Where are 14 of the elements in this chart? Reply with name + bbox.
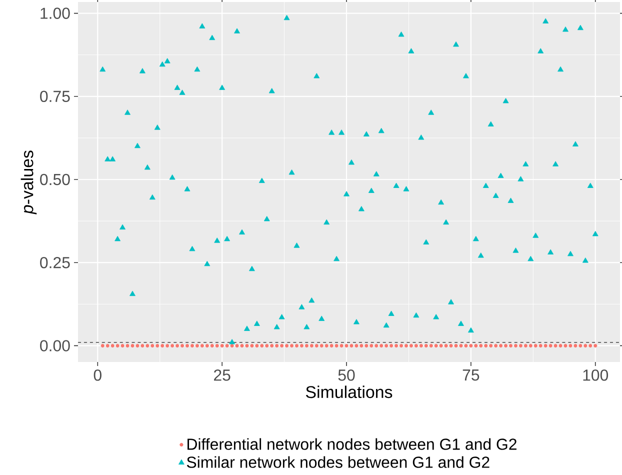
- legend-label: Similar network nodes between G1 and G2: [186, 456, 490, 468]
- x-tick-label: 50: [338, 370, 355, 381]
- y-tick-label: 1.00: [40, 8, 70, 19]
- x-tick-label: 75: [462, 370, 480, 381]
- x-tick-label: 25: [214, 370, 230, 381]
- y-axis-title: p-values: [20, 150, 37, 214]
- y-tick-label: 0.75: [40, 90, 70, 102]
- y-tick-label: 0.50: [40, 174, 70, 186]
- legend-label: Differential network nodes between G1 and G2: [188, 438, 516, 450]
- y-tick-label: 0.00: [40, 340, 70, 352]
- y-tick-label: 0.25: [40, 256, 70, 268]
- x-tick-label: 0: [94, 370, 102, 381]
- x-tick-label: 100: [583, 370, 608, 381]
- x-axis-title: Simulations: [306, 386, 392, 398]
